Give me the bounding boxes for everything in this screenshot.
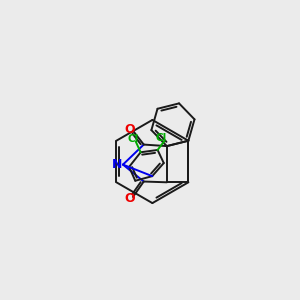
Text: O: O xyxy=(124,123,135,136)
Text: O: O xyxy=(124,192,135,205)
Text: N: N xyxy=(112,158,123,171)
Text: Cl: Cl xyxy=(155,134,166,143)
Text: Cl: Cl xyxy=(127,134,138,145)
